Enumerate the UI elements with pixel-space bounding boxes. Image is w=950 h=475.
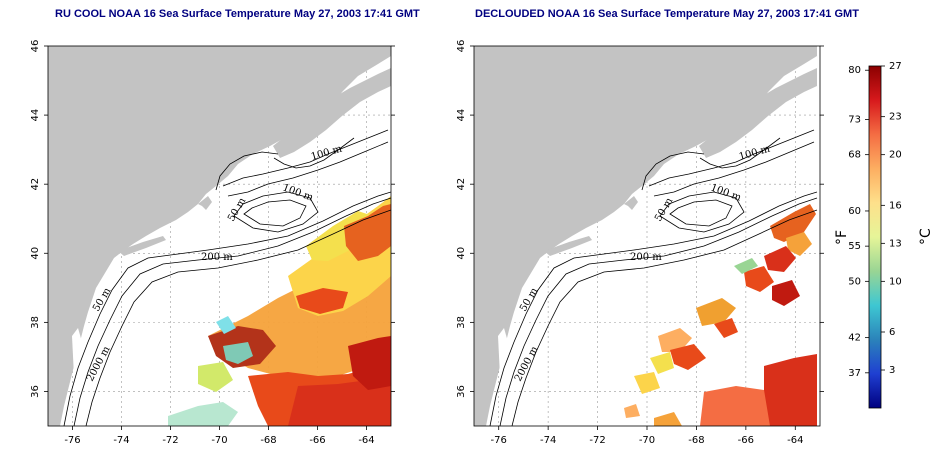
right-x-tick-label: -64 xyxy=(787,435,803,446)
right-y-tick-label: 46 xyxy=(456,40,467,53)
left-x-tick-label: -64 xyxy=(358,435,374,446)
celsius-tick-label: 3 xyxy=(889,365,895,376)
celsius-unit-label: °C xyxy=(918,228,934,245)
right-x-tick-label: -66 xyxy=(738,435,754,446)
left-y-tick-label: 36 xyxy=(30,385,41,398)
right-y-tick-label: 42 xyxy=(456,178,467,191)
fahrenheit-tick-label: 50 xyxy=(848,276,861,287)
fahrenheit-tick-label: 37 xyxy=(848,368,861,379)
left-x-tick-label: -68 xyxy=(260,435,276,446)
colorbar-fahrenheit-ticks: 80 73 68 60 55 50 42 37 xyxy=(848,65,869,379)
celsius-tick-label: 13 xyxy=(889,238,902,249)
right-y-tick-label: 36 xyxy=(456,385,467,398)
right-x-tick-label: -68 xyxy=(688,435,704,446)
right-y-tick-label: 40 xyxy=(456,247,467,260)
celsius-tick-label: 16 xyxy=(889,200,902,211)
left-panel-title: RU COOL NOAA 16 Sea Surface Temperature … xyxy=(55,8,420,20)
fahrenheit-tick-label: 68 xyxy=(848,150,861,161)
fahrenheit-tick-label: 80 xyxy=(848,65,861,76)
colorbar-scale xyxy=(868,65,882,409)
fahrenheit-tick-label: 60 xyxy=(848,206,861,217)
left-contour-label: 200 m xyxy=(201,252,233,263)
colorbar-celsius-ticks: 27 23 20 16 13 10 6 3 xyxy=(881,61,902,376)
left-x-tick-label: -76 xyxy=(64,435,80,446)
right-contour-label: 200 m xyxy=(630,252,662,263)
right-sst-data xyxy=(624,68,817,426)
right-x-tick-label: -76 xyxy=(491,435,507,446)
fahrenheit-tick-label: 42 xyxy=(848,333,861,344)
celsius-tick-label: 6 xyxy=(889,327,895,338)
left-y-tick-label: 42 xyxy=(30,178,41,191)
left-y-tick-label: 40 xyxy=(30,247,41,260)
left-x-tick-label: -72 xyxy=(162,435,178,446)
left-y-tick-label: 46 xyxy=(30,40,41,53)
fahrenheit-unit-label: °F xyxy=(834,230,850,245)
left-y-tick-label: 44 xyxy=(30,109,41,122)
celsius-tick-label: 27 xyxy=(889,61,902,72)
left-y-tick-label: 38 xyxy=(30,316,41,329)
right-panel-title: DECLOUDED NOAA 16 Sea Surface Temperatur… xyxy=(475,8,859,20)
fahrenheit-tick-label: 73 xyxy=(848,114,861,125)
celsius-tick-label: 20 xyxy=(889,150,902,161)
left-x-tick-label: -74 xyxy=(113,435,129,446)
left-x-tick-label: -66 xyxy=(309,435,325,446)
left-x-tick-label: -70 xyxy=(211,435,227,446)
right-x-tick-label: -72 xyxy=(589,435,605,446)
right-x-tick-label: -74 xyxy=(540,435,556,446)
right-x-tick-label: -70 xyxy=(639,435,655,446)
fahrenheit-tick-label: 55 xyxy=(848,241,861,252)
right-y-tick-label: 44 xyxy=(456,109,467,122)
colorbar: 80 73 68 60 55 50 42 37 27 23 20 16 13 10 6 3 °F °C xyxy=(834,61,934,409)
right-y-tick-label: 38 xyxy=(456,316,467,329)
celsius-tick-label: 23 xyxy=(889,112,902,123)
right-axis-ticks: -76 -74 -72 -70 -68 -66 -64 36 38 40 42 44 46 xyxy=(456,40,824,446)
left-axis-ticks: -76 -74 -72 -70 -68 -66 -64 36 38 40 42 44 46 xyxy=(30,40,395,446)
celsius-tick-label: 10 xyxy=(889,276,902,287)
